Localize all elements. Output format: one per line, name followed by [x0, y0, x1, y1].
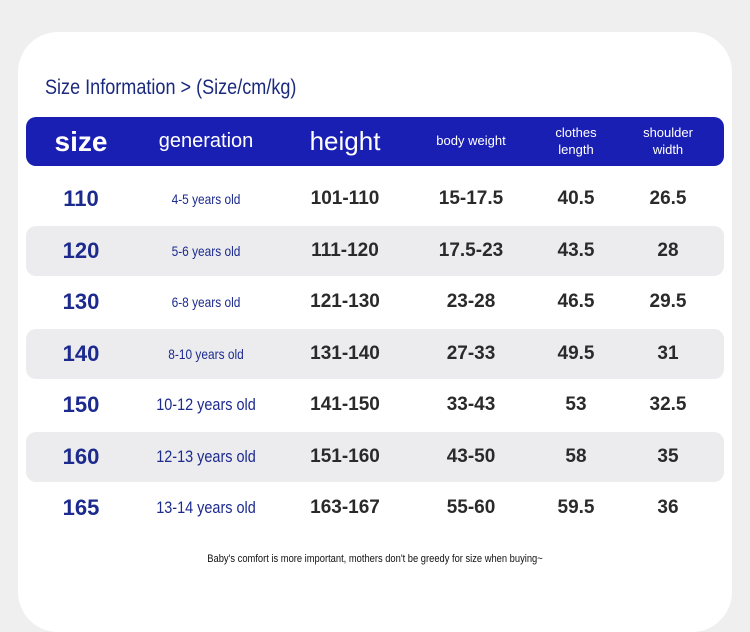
table-cell: 4-5 years old: [171, 191, 241, 207]
table-row: 160 12-13 years old 151-160 43-50 58 35: [26, 431, 724, 482]
table-cell: 12-13 years old: [156, 446, 256, 466]
header-cell: generation: [158, 130, 254, 152]
table-cell: 59.5: [557, 497, 595, 518]
table-cell: 28: [657, 239, 679, 261]
table-cell: 5-6 years old: [171, 242, 241, 259]
table-cell: 10-12 years old: [156, 395, 256, 414]
table-cell: 111-120: [311, 239, 379, 261]
table-cell: 55-60: [446, 497, 496, 518]
table-cell: 131-140: [310, 342, 380, 364]
table-row: 150 10-12 years old 141-150 33-43 53 32.5: [26, 380, 724, 430]
table-row: 120 5-6 years old 111-120 17.5-23 43.5 28: [26, 225, 724, 276]
table-cell: 58: [565, 445, 587, 467]
table-cell: 43-50: [446, 445, 496, 467]
table-cell: 27-33: [446, 342, 496, 364]
header-cell: clothes length: [555, 125, 597, 157]
table-cell: 13-14 years old: [156, 498, 256, 517]
table-cell: 36: [657, 497, 679, 518]
table-row: 130 6-8 years old 121-130 23-28 46.5 29.5: [26, 277, 724, 327]
table-cell: 40.5: [557, 188, 595, 209]
table-cell: 53: [565, 394, 587, 415]
footer-note: Baby's comfort is more important, mother…: [207, 553, 543, 565]
table-cell: 165: [62, 495, 100, 520]
table-cell: 130: [62, 289, 100, 314]
table-cell: 31: [657, 342, 679, 364]
table-row: 165 13-14 years old 163-167 55-60 59.5 36: [26, 483, 724, 533]
table-row: 140 8-10 years old 131-140 27-33 49.5 31: [26, 328, 724, 379]
table-cell: 15-17.5: [438, 188, 504, 209]
table-cell: 8-10 years old: [168, 345, 244, 362]
table-cell: 43.5: [557, 239, 595, 261]
table-cell: 140: [62, 340, 100, 366]
header-cell: shoulder width: [643, 125, 693, 157]
header-cell: height: [309, 126, 381, 157]
table-cell: 35: [657, 445, 679, 467]
table-cell: 160: [62, 443, 100, 469]
page: Size Information > (Size/cm/kg) size gene…: [18, 32, 732, 632]
table-cell: 120: [62, 237, 100, 263]
table-cell: 23-28: [446, 291, 496, 312]
table-cell: 150: [62, 392, 100, 417]
table-cell: 101-110: [310, 188, 380, 209]
header-cell: body weight: [436, 133, 506, 149]
table-cell: 110: [63, 186, 99, 211]
table-cell: 49.5: [557, 342, 595, 364]
table-cell: 151-160: [310, 445, 380, 467]
table-cell: 163-167: [310, 497, 380, 518]
table-cell: 17.5-23: [438, 239, 504, 261]
table-cell: 29.5: [649, 291, 687, 312]
table-cell: 32.5: [649, 394, 687, 415]
table-cell: 46.5: [557, 291, 595, 312]
table-cell: 6-8 years old: [171, 294, 241, 310]
title: Size Information > (Size/cm/kg): [45, 76, 297, 99]
header-cell: size: [54, 126, 108, 157]
table-cell: 33-43: [446, 394, 496, 415]
table-row: 110 4-5 years old 101-110 15-17.5 40.5 26.5: [26, 174, 724, 224]
table-cell: 141-150: [310, 394, 380, 415]
table-cell: 121-130: [310, 291, 380, 312]
table-cell: 26.5: [649, 188, 687, 209]
table-header: size generation height body weight clothes l…: [26, 117, 724, 166]
